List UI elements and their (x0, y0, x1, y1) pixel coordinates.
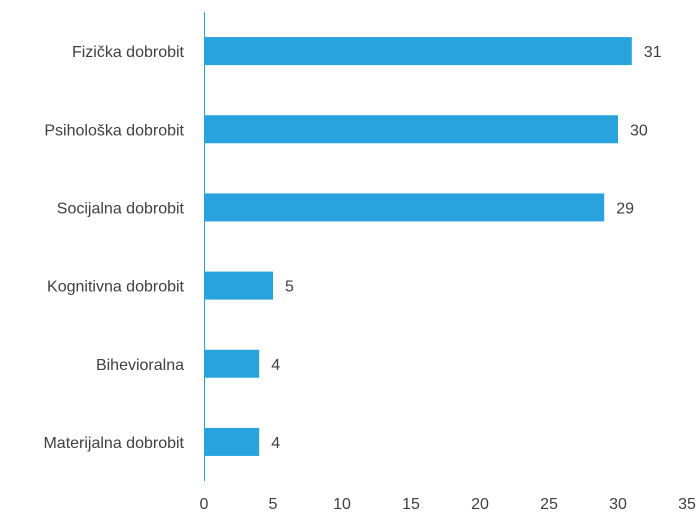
category-labels-group: Fizička dobrobit Psihološka dobrobit Socij… (43, 44, 184, 452)
x-tick-label: 25 (540, 496, 558, 513)
data-label: 30 (630, 122, 648, 139)
data-label: 5 (285, 279, 294, 296)
bar (204, 37, 632, 66)
data-label: 29 (616, 200, 634, 217)
category-label: Kognitivna dobrobit (47, 279, 185, 296)
x-tick-label: 15 (402, 496, 420, 513)
x-tick-labels-group: 0 5 10 15 20 25 30 35 (200, 496, 696, 513)
bar (204, 115, 618, 144)
category-label: Fizička dobrobit (72, 44, 185, 61)
category-label: Bihevioralna (96, 357, 184, 374)
bar (204, 271, 273, 300)
bar (204, 349, 260, 378)
x-tick-label: 20 (471, 496, 489, 513)
bars-group (204, 37, 632, 456)
bar (204, 427, 260, 456)
data-label: 4 (271, 435, 280, 452)
category-label: Materijalna dobrobit (43, 435, 184, 452)
bar (204, 193, 605, 222)
data-labels-group: 31 30 29 5 4 4 (271, 44, 661, 452)
x-tick-label: 10 (333, 496, 351, 513)
x-tick-label: 5 (269, 496, 278, 513)
x-tick-label: 35 (678, 496, 696, 513)
category-label: Psihološka dobrobit (44, 122, 184, 139)
category-label: Socijalna dobrobit (57, 200, 185, 217)
x-tick-label: 30 (609, 496, 627, 513)
x-tick-label: 0 (200, 496, 209, 513)
data-label: 4 (271, 357, 280, 374)
data-label: 31 (644, 44, 662, 61)
